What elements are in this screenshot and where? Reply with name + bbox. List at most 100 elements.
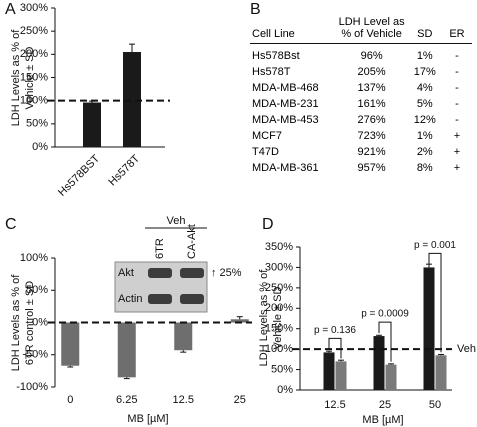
- x-tick-label: 50: [429, 399, 441, 411]
- y-tick-label: 250%: [265, 282, 293, 294]
- bar: [61, 322, 80, 366]
- y-axis-label: LDH Levels as % of: [258, 269, 270, 367]
- table-cell: MDA-MB-453: [252, 114, 319, 126]
- table-row: Hs578T 205% 17% -: [250, 64, 472, 80]
- table-row: MDA-MB-231 161% 5% -: [250, 96, 472, 112]
- y-axis-label: 6TR control ± SD: [24, 281, 36, 365]
- panel-label: A: [5, 1, 16, 18]
- table-cell: -: [455, 98, 459, 110]
- bar: [423, 267, 435, 390]
- bar: [435, 355, 447, 390]
- table-cell: 723%: [357, 130, 386, 142]
- header-row: Cell Line LDH Level as % of Vehicle SD ER: [250, 16, 472, 44]
- x-tick-label: 6.25: [116, 394, 137, 406]
- x-tick-label: Hs578BST: [56, 153, 102, 199]
- y-axis-label: Vehicle ± SD: [272, 286, 284, 349]
- table-cell: 4%: [416, 82, 433, 94]
- x-tick-label: 0: [67, 394, 73, 406]
- table-cell: +: [453, 162, 461, 174]
- panel-label: B: [250, 1, 261, 18]
- y-tick-label: 100%: [20, 252, 48, 264]
- table-cell: +: [453, 146, 461, 158]
- table-row: T47D 921% 2% +: [250, 144, 472, 160]
- x-axis-label: MB [µM]: [127, 413, 168, 425]
- bar: [123, 52, 141, 148]
- table-cell: -: [455, 50, 459, 62]
- band-label: Actin: [118, 293, 142, 305]
- table-cell: 2%: [416, 146, 433, 158]
- table-cell: MDA-MB-361: [252, 162, 319, 174]
- bar: [230, 319, 249, 323]
- table-cell: 276%: [357, 114, 386, 126]
- table-cell: +: [453, 130, 461, 142]
- x-tick-label: 25: [379, 399, 391, 411]
- table-cell: 96%: [360, 50, 383, 62]
- table-cell: Hs578T: [252, 66, 291, 78]
- y-tick-label: -100%: [16, 381, 48, 393]
- table-cell: -: [455, 82, 459, 94]
- table-row: MDA-MB-361 957% 8% +: [250, 160, 472, 176]
- x-tick-label: 12.5: [324, 399, 345, 411]
- column-header: Cell Line: [250, 16, 336, 44]
- x-axis-label: MB [µM]: [362, 414, 403, 426]
- y-tick-label: 150%: [20, 71, 48, 83]
- y-axis-label: LDH Levels as % of: [10, 29, 22, 127]
- table-cell: -: [455, 114, 459, 126]
- band: [148, 294, 172, 304]
- bar: [323, 352, 335, 390]
- table-cell: 1%: [416, 130, 433, 142]
- table-cell: MCF7: [252, 130, 282, 142]
- significance-bracket: [428, 252, 442, 353]
- y-axis-label: LDH Levels as % of: [10, 274, 22, 372]
- table-cell: 17%: [413, 66, 436, 78]
- x-tick-label: 12.5: [173, 394, 194, 406]
- lane-label: CA-Akt: [186, 224, 198, 259]
- table-cell: 137%: [357, 82, 386, 94]
- x-tick-label: Hs578T: [106, 153, 142, 189]
- y-tick-label: 0%: [32, 316, 48, 328]
- table-cell: MDA-MB-231: [252, 98, 319, 110]
- band-label: Akt: [118, 267, 134, 279]
- table-cell: 1%: [416, 50, 433, 62]
- bar: [174, 322, 193, 351]
- inset-annotation: ↑ 25%: [211, 267, 242, 279]
- bar: [83, 102, 101, 147]
- y-tick-label: -50%: [22, 349, 48, 361]
- data-table: Cell Line LDH Level as % of Vehicle SD ER H…: [250, 16, 472, 176]
- y-tick-label: 350%: [265, 241, 293, 253]
- column-header: SD: [407, 16, 442, 44]
- table-cell: 957%: [357, 162, 386, 174]
- y-tick-label: 300%: [20, 2, 48, 14]
- y-tick-label: 150%: [265, 323, 293, 335]
- y-tick-label: 100%: [20, 95, 48, 107]
- y-tick-label: 0%: [32, 141, 48, 153]
- panel-label: D: [262, 216, 274, 233]
- y-axis-label: Vehicle ± SD: [24, 46, 36, 109]
- table-row: Hs578Bst 96% 1% -: [250, 44, 472, 65]
- table-cell: Hs578Bst: [252, 50, 300, 62]
- x-tick-label: 25: [234, 394, 246, 406]
- table-cell: 921%: [357, 146, 386, 158]
- table-cell: 161%: [357, 98, 386, 110]
- significance-bracket: [378, 321, 392, 362]
- bar: [335, 361, 347, 390]
- table-row: MDA-MB-453 276% 12% -: [250, 112, 472, 128]
- y-tick-label: 0%: [277, 384, 293, 396]
- lane-label: 6TR: [154, 238, 166, 259]
- p-value: p = 0.0009: [361, 309, 409, 320]
- table-row: MCF7 723% 1% +: [250, 128, 472, 144]
- band: [148, 268, 172, 278]
- y-tick-label: 300%: [265, 261, 293, 273]
- reference-label: Veh: [457, 343, 476, 355]
- column-header: ER: [441, 16, 472, 44]
- bar: [385, 364, 397, 390]
- column-header: LDH Level as % of Vehicle: [335, 16, 408, 44]
- p-value: p = 0.136: [314, 325, 356, 336]
- table-cell: T47D: [252, 146, 279, 158]
- y-tick-label: 200%: [265, 302, 293, 314]
- bar: [373, 336, 385, 390]
- table-row: MDA-MB-468 137% 4% -: [250, 80, 472, 96]
- table-cell: 12%: [413, 114, 436, 126]
